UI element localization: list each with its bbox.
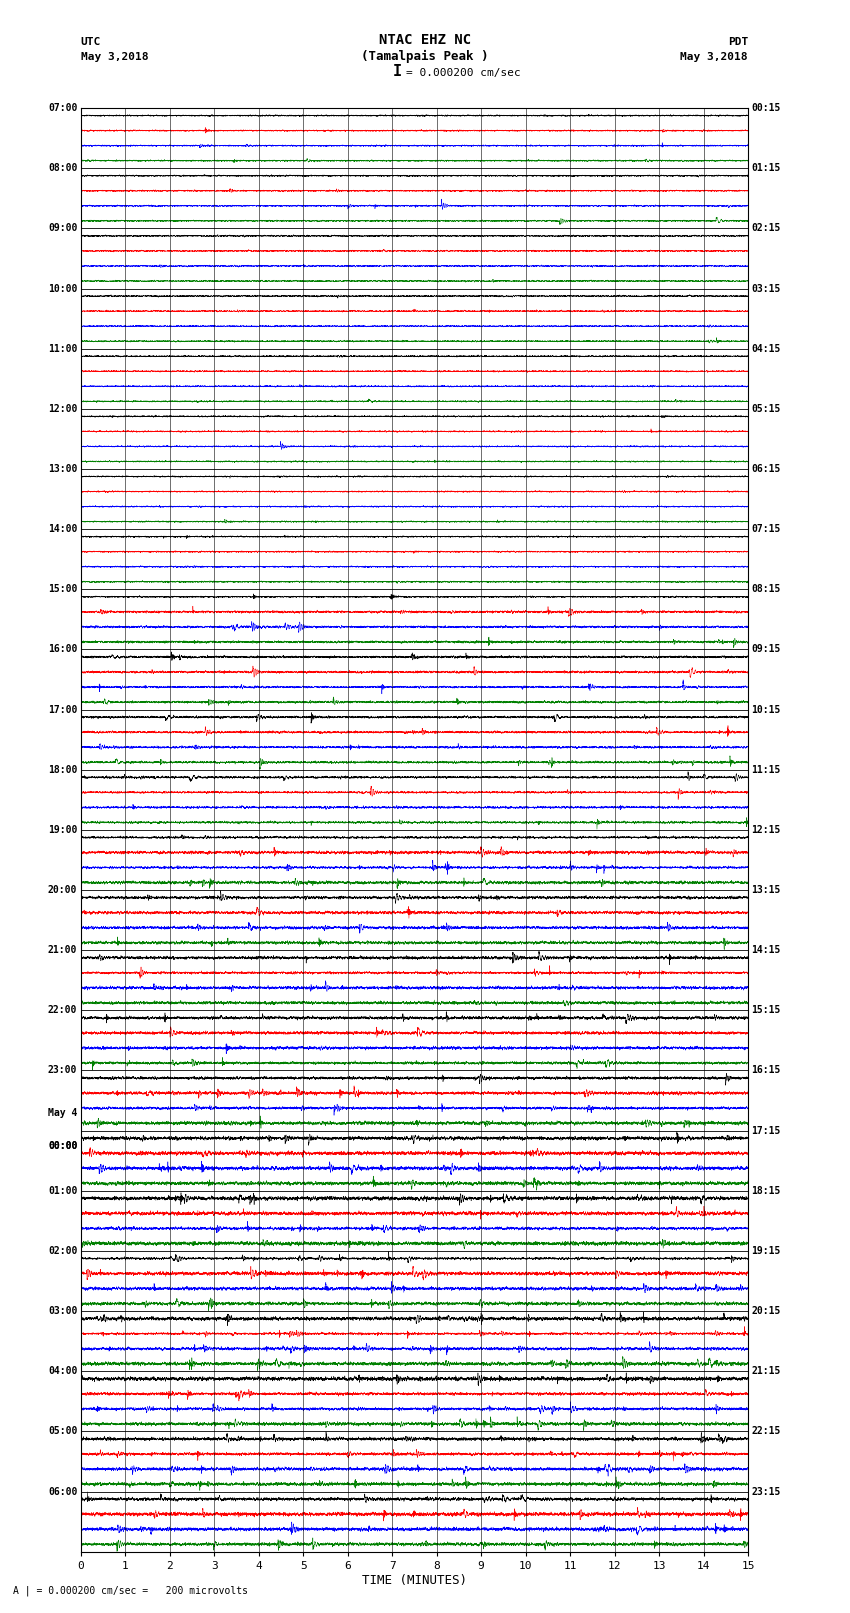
Text: UTC: UTC — [81, 37, 101, 47]
Text: 21:15: 21:15 — [751, 1366, 781, 1376]
Text: I: I — [394, 65, 402, 79]
Text: 04:15: 04:15 — [751, 344, 781, 353]
Text: 13:00: 13:00 — [48, 465, 77, 474]
Text: 21:00: 21:00 — [48, 945, 77, 955]
Text: 07:15: 07:15 — [751, 524, 781, 534]
Text: 15:00: 15:00 — [48, 584, 77, 594]
Text: 00:15: 00:15 — [751, 103, 781, 113]
Text: 14:15: 14:15 — [751, 945, 781, 955]
Text: NTAC EHZ NC: NTAC EHZ NC — [379, 32, 471, 47]
Text: 20:00: 20:00 — [48, 886, 77, 895]
Text: 10:15: 10:15 — [751, 705, 781, 715]
Text: 22:15: 22:15 — [751, 1426, 781, 1437]
Text: 12:00: 12:00 — [48, 403, 77, 415]
Text: 11:00: 11:00 — [48, 344, 77, 353]
Text: 18:00: 18:00 — [48, 765, 77, 774]
Text: 02:15: 02:15 — [751, 223, 781, 234]
Text: 04:00: 04:00 — [48, 1366, 77, 1376]
Text: 09:15: 09:15 — [751, 645, 781, 655]
Text: May 3,2018: May 3,2018 — [81, 52, 148, 61]
Text: 18:15: 18:15 — [751, 1186, 781, 1195]
Text: 22:00: 22:00 — [48, 1005, 77, 1015]
Text: May 4: May 4 — [48, 1108, 77, 1118]
Text: May 3,2018: May 3,2018 — [681, 52, 748, 61]
Text: 15:15: 15:15 — [751, 1005, 781, 1015]
Text: 06:15: 06:15 — [751, 465, 781, 474]
Text: 20:15: 20:15 — [751, 1307, 781, 1316]
Text: 02:00: 02:00 — [48, 1245, 77, 1257]
Text: 08:15: 08:15 — [751, 584, 781, 594]
Text: 01:15: 01:15 — [751, 163, 781, 173]
X-axis label: TIME (MINUTES): TIME (MINUTES) — [362, 1574, 467, 1587]
Text: 05:00: 05:00 — [48, 1426, 77, 1437]
Text: 13:15: 13:15 — [751, 886, 781, 895]
Text: 00:00: 00:00 — [48, 1140, 77, 1150]
Text: 14:00: 14:00 — [48, 524, 77, 534]
Text: 05:15: 05:15 — [751, 403, 781, 415]
Text: 06:00: 06:00 — [48, 1487, 77, 1497]
Text: 01:00: 01:00 — [48, 1186, 77, 1195]
Text: PDT: PDT — [728, 37, 748, 47]
Text: 03:15: 03:15 — [751, 284, 781, 294]
Text: 00:00: 00:00 — [48, 1140, 77, 1150]
Text: 17:15: 17:15 — [751, 1126, 781, 1136]
Text: 16:00: 16:00 — [48, 645, 77, 655]
Text: 16:15: 16:15 — [751, 1066, 781, 1076]
Text: (Tamalpais Peak ): (Tamalpais Peak ) — [361, 50, 489, 63]
Text: 07:00: 07:00 — [48, 103, 77, 113]
Text: 17:00: 17:00 — [48, 705, 77, 715]
Text: 08:00: 08:00 — [48, 163, 77, 173]
Text: 23:15: 23:15 — [751, 1487, 781, 1497]
Text: 09:00: 09:00 — [48, 223, 77, 234]
Text: 10:00: 10:00 — [48, 284, 77, 294]
Text: = 0.000200 cm/sec: = 0.000200 cm/sec — [406, 68, 521, 77]
Text: A | = 0.000200 cm/sec =   200 microvolts: A | = 0.000200 cm/sec = 200 microvolts — [13, 1586, 247, 1597]
Text: 23:00: 23:00 — [48, 1066, 77, 1076]
Text: 19:00: 19:00 — [48, 824, 77, 836]
Text: 03:00: 03:00 — [48, 1307, 77, 1316]
Text: 19:15: 19:15 — [751, 1245, 781, 1257]
Text: 11:15: 11:15 — [751, 765, 781, 774]
Text: 12:15: 12:15 — [751, 824, 781, 836]
